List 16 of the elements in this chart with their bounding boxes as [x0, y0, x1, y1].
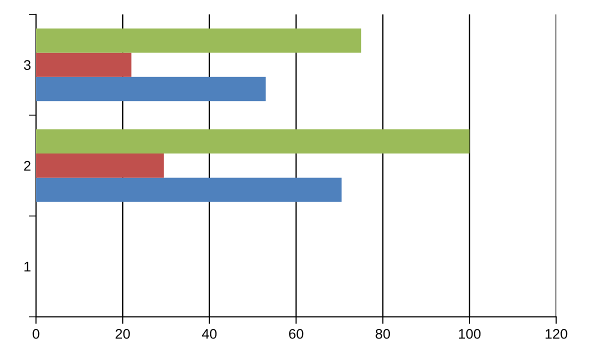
x-tick-label: 100 — [458, 328, 481, 339]
bar — [36, 52, 132, 77]
y-tick-label: 1 — [24, 262, 30, 272]
y-tick-label: 3 — [24, 60, 31, 70]
bar — [36, 178, 342, 202]
x-tick-label: 40 — [202, 328, 217, 339]
y-tick-label: 2 — [24, 160, 30, 171]
x-tick-label: 120 — [546, 328, 568, 339]
x-tick-label: 20 — [116, 328, 130, 339]
x-tick-label: 0 — [32, 328, 40, 339]
x-tick-label: 60 — [289, 328, 304, 339]
bar — [36, 28, 362, 53]
x-tick-label: 80 — [376, 328, 390, 339]
bar — [36, 76, 266, 102]
bar — [36, 154, 164, 178]
bar — [36, 129, 470, 154]
